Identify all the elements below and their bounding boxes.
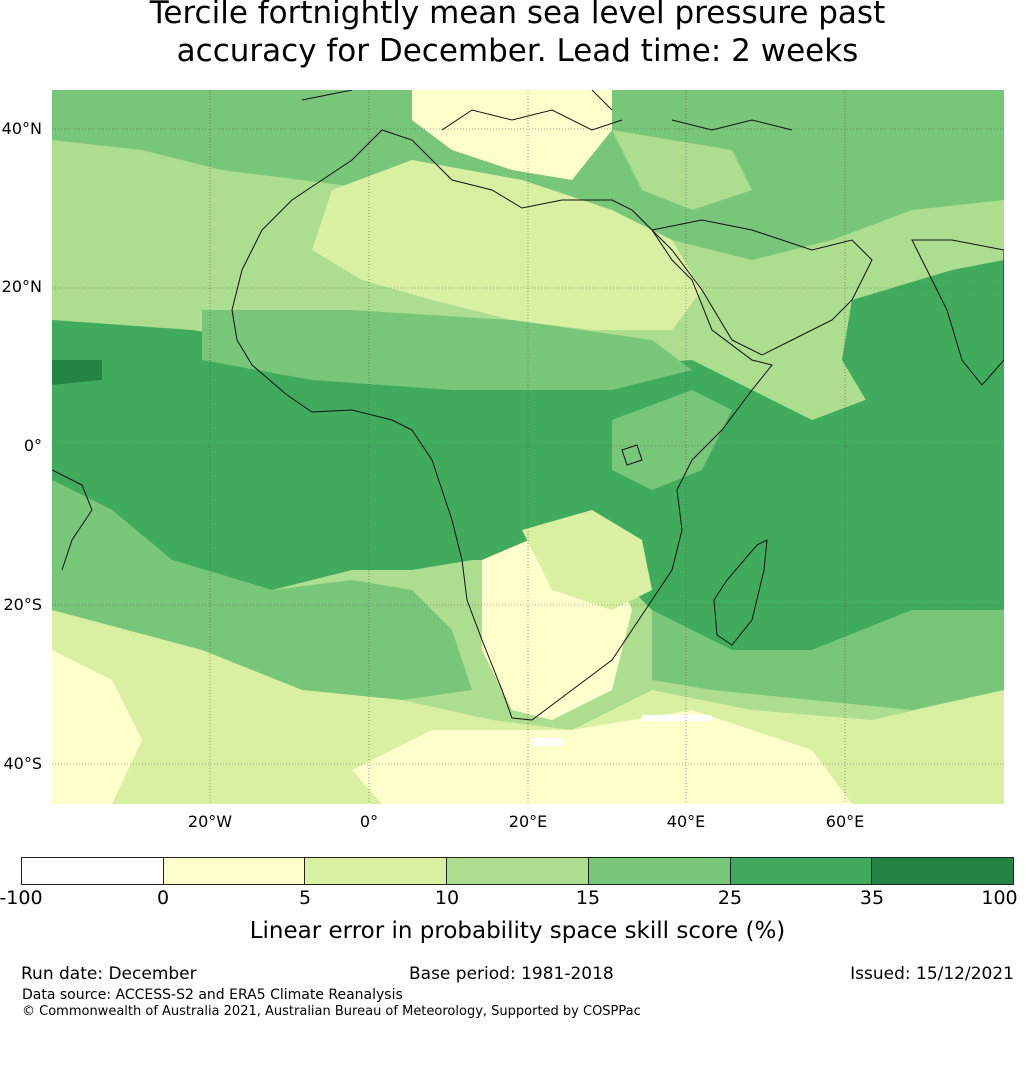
colorbar-segment-10-15: [447, 858, 589, 884]
colorbar-segment-5-10: [305, 858, 448, 884]
colorbar-tick: 100: [981, 887, 1018, 909]
skill-region-india: [842, 260, 1004, 420]
lat-label-20s: 20°S: [3, 595, 42, 614]
colorbar-tick: 5: [298, 887, 312, 909]
skill-gap-2: [532, 738, 562, 746]
colorbar-segment-35-100: [872, 858, 1014, 884]
skill-region-south-indian: [652, 610, 1004, 710]
lat-label-equator: 0°: [23, 436, 42, 455]
colorbar-segment-25-35: [730, 858, 873, 884]
title-line-1: Tercile fortnightly mean sea level press…: [149, 0, 886, 31]
colorbar-tick: -100: [0, 887, 43, 909]
lon-label-40e: 40°E: [666, 812, 706, 831]
lon-label-60e: 60°E: [825, 812, 865, 831]
colorbar-tick: 0: [156, 887, 170, 909]
skill-region-tropical-band: [52, 320, 1004, 650]
coastlines: [52, 90, 1004, 721]
run-date: Run date: December: [21, 964, 197, 984]
south-america-coastline: [52, 469, 93, 571]
europe-coastline: [301, 90, 793, 131]
colorbar: [21, 857, 1014, 885]
skill-gap: [642, 715, 712, 721]
skill-region-east-africa: [612, 390, 732, 490]
title-line-2: accuracy for December. Lead time: 2 week…: [176, 33, 859, 69]
lat-label-40s: 40°S: [3, 754, 42, 773]
lake-victoria: [621, 444, 643, 466]
skill-region-gulf-guinea: [52, 360, 102, 385]
colorbar-tick: 10: [434, 887, 460, 909]
graticule: [52, 90, 1004, 804]
madagascar-coastline: [713, 539, 768, 646]
skill-region-mediterranean: [412, 90, 612, 180]
lon-label-20e: 20°E: [508, 812, 548, 831]
skill-region-kalahari: [522, 510, 652, 610]
skill-region-sahel: [202, 310, 692, 390]
colorbar-segment-15-25: [588, 858, 731, 884]
colorbar-tick: 25: [717, 887, 743, 909]
lat-label-40n: 40°N: [1, 119, 42, 138]
colorbar-tick: 15: [575, 887, 601, 909]
data-source: Data source: ACCESS-S2 and ERA5 Climate …: [22, 987, 403, 1003]
issued-date: Issued: 15/12/2021: [850, 964, 1014, 984]
lat-label-20n: 20°N: [1, 277, 42, 296]
copyright: © Commonwealth of Australia 2021, Austra…: [22, 1004, 641, 1019]
skill-region-sahara: [312, 160, 702, 330]
india-coastline: [911, 239, 1004, 386]
skill-region-south-atlantic: [52, 480, 472, 700]
skill-region-arabia-north: [612, 130, 752, 210]
colorbar-segment-0-5: [163, 858, 306, 884]
chart-title: Tercile fortnightly mean sea level press…: [0, 0, 1035, 70]
skill-map: [52, 90, 1004, 804]
lon-label-0: 0°: [359, 812, 379, 831]
arabia-coastline: [650, 219, 873, 356]
colorbar-segment-n100-0: [22, 858, 164, 884]
skill-region-southern-low: [352, 710, 852, 804]
africa-coastline: [231, 129, 773, 721]
base-period: Base period: 1981-2018: [409, 964, 614, 984]
skill-region-southwest-low: [52, 650, 142, 804]
colorbar-tick: 35: [859, 887, 885, 909]
colorbar-label: Linear error in probability space skill …: [249, 918, 786, 944]
lon-label-20w: 20°W: [187, 812, 233, 831]
